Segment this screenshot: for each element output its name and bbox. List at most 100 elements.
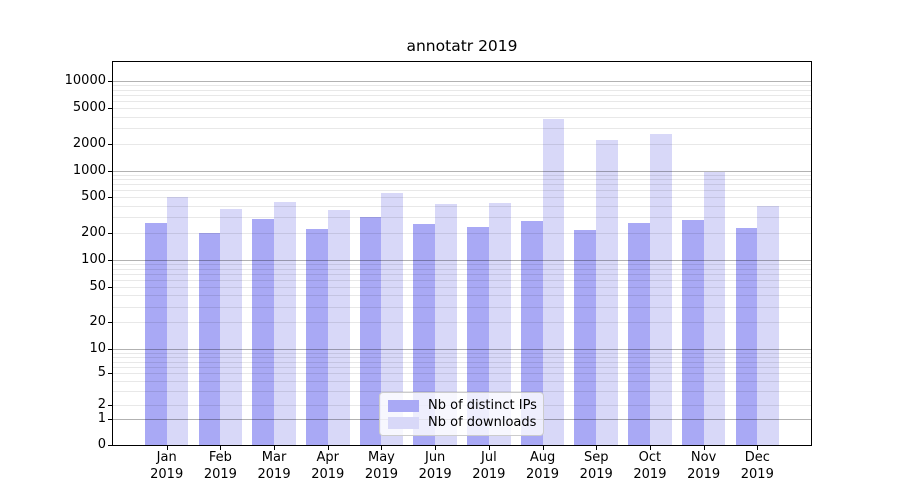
bar-distinct-ips-may — [359, 217, 382, 445]
gridline-minor — [113, 206, 811, 208]
bar-distinct-ips-jan — [144, 223, 167, 445]
x-tick-label: Jul 2019 — [472, 450, 506, 482]
legend-swatch-distinct-ips — [388, 400, 419, 412]
y-tick-label: 200 — [81, 224, 106, 240]
x-tick-label: Dec 2019 — [740, 450, 774, 482]
legend-label-downloads: Nb of downloads — [428, 415, 537, 430]
legend-item-distinct-ips: Nb of distinct IPs — [388, 398, 537, 414]
bar-distinct-ips-oct — [628, 223, 650, 445]
y-tick-mark — [108, 143, 112, 145]
gridline-minor — [113, 352, 811, 354]
gridline-minor — [113, 295, 811, 297]
y-tick-mark — [108, 349, 112, 351]
x-tick-mark — [435, 446, 437, 450]
gridline-minor — [113, 322, 811, 324]
chart-title: annotatr 2019 — [406, 37, 518, 55]
y-tick-label: 2000 — [72, 135, 106, 151]
gridline-minor — [113, 391, 811, 393]
x-tick-label: Feb 2019 — [203, 450, 237, 482]
x-tick-mark — [542, 446, 544, 450]
y-tick-label: 20 — [89, 314, 106, 330]
y-tick-mark — [108, 108, 112, 109]
y-tick-mark — [108, 197, 112, 199]
gridline-major — [113, 349, 811, 351]
x-tick-mark — [220, 446, 222, 450]
gridline-minor — [113, 174, 811, 176]
bar-distinct-ips-aug — [520, 221, 543, 445]
x-tick-mark — [327, 446, 329, 450]
gridline-minor — [113, 116, 811, 118]
bar-downloads-dec — [757, 206, 780, 445]
y-tick-label: 50 — [89, 278, 106, 294]
y-tick-mark — [108, 81, 112, 83]
x-tick-label: May 2019 — [364, 450, 398, 482]
plot-area: Nb of distinct IPs Nb of downloads — [112, 61, 812, 446]
x-tick-label: Oct 2019 — [633, 450, 667, 482]
y-tick-label: 5000 — [72, 100, 106, 115]
x-tick-mark — [488, 446, 490, 450]
y-tick-label: 100 — [81, 251, 106, 267]
gridline-minor — [113, 179, 811, 181]
x-tick-mark — [703, 446, 705, 450]
bar-distinct-ips-nov — [681, 220, 704, 445]
y-tick-mark — [108, 286, 112, 288]
bar-distinct-ips-mar — [252, 219, 275, 445]
gridline-major — [113, 259, 811, 261]
bar-downloads-apr — [327, 209, 350, 445]
bar-downloads-jul — [488, 202, 511, 445]
y-tick-mark — [108, 232, 112, 234]
x-tick-label: Sep 2019 — [579, 450, 613, 482]
gridline-minor — [113, 373, 811, 375]
gridline-minor — [113, 357, 811, 359]
bar-downloads-jun — [435, 203, 457, 445]
bars-layer — [113, 62, 811, 445]
y-tick-label: 5 — [97, 365, 106, 381]
gridline-minor — [113, 127, 811, 129]
y-tick-label: 1000 — [72, 162, 106, 178]
bar-downloads-mar — [274, 202, 296, 445]
gridline-minor — [113, 197, 811, 199]
y-tick-mark — [108, 445, 112, 446]
gridline-minor — [113, 89, 811, 91]
y-tick-mark — [108, 170, 112, 172]
bar-downloads-oct — [649, 133, 672, 445]
x-tick-label: Mar 2019 — [257, 450, 291, 482]
x-tick-label: Nov 2019 — [687, 450, 721, 482]
bar-distinct-ips-apr — [305, 228, 328, 445]
gridline-minor — [113, 306, 811, 308]
gridline-major — [113, 81, 811, 83]
y-tick-label: 1 — [97, 411, 106, 427]
bar-downloads-nov — [703, 172, 726, 445]
legend-swatch-downloads — [388, 417, 419, 429]
y-tick-mark — [108, 419, 112, 421]
y-tick-mark — [108, 259, 112, 261]
y-tick-label: 2 — [97, 397, 106, 413]
x-tick-label: Apr 2019 — [311, 450, 345, 482]
y-tick-mark — [108, 373, 112, 375]
x-tick-mark — [381, 446, 383, 450]
x-tick-label: Jun 2019 — [418, 450, 452, 482]
bar-downloads-aug — [542, 118, 565, 445]
gridline-minor — [113, 268, 811, 270]
y-tick-label: 0 — [97, 437, 106, 452]
y-tick-label: 500 — [81, 189, 106, 205]
bar-distinct-ips-jul — [467, 227, 489, 445]
bar-distinct-ips-dec — [735, 227, 758, 445]
x-tick-label: Jan 2019 — [150, 450, 184, 482]
x-tick-label: Aug 2019 — [525, 450, 560, 482]
gridline-minor — [113, 361, 811, 363]
legend: Nb of distinct IPs Nb of downloads — [379, 392, 544, 436]
bar-downloads-may — [381, 193, 404, 445]
gridline-minor — [113, 184, 811, 186]
gridline-minor — [113, 85, 811, 87]
grid-layer — [113, 62, 811, 445]
gridline-minor — [113, 366, 811, 368]
bar-downloads-jan — [166, 197, 189, 445]
y-tick-label: 10 — [89, 341, 106, 357]
gridline-minor — [113, 286, 811, 288]
bar-downloads-feb — [220, 209, 243, 445]
y-tick-mark — [108, 405, 112, 407]
gridline-minor — [113, 190, 811, 192]
gridline-minor — [113, 108, 811, 109]
